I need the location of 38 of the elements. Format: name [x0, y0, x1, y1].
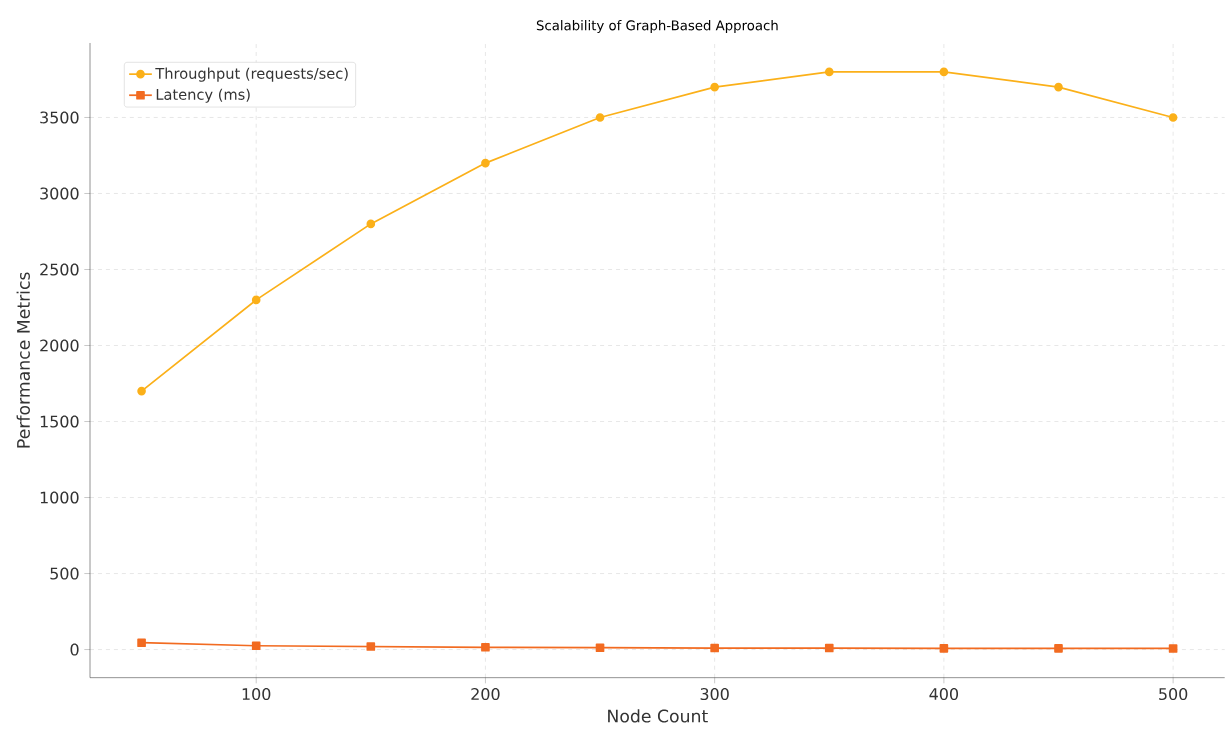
- legend-label: Throughput (requests/sec): [155, 67, 348, 82]
- x-tick-label: 200: [471, 688, 500, 701]
- y-tick-label: 0: [70, 643, 79, 656]
- point: [939, 67, 949, 77]
- legend-label: Latency (ms): [156, 88, 250, 103]
- x-axis-title: Node Count: [608, 709, 708, 723]
- point: [1168, 644, 1178, 653]
- point: [939, 644, 949, 653]
- y-tick-label: 3500: [40, 111, 79, 124]
- point: [710, 643, 719, 653]
- point: [595, 643, 605, 653]
- chart-title: Scalability of Graph-Based Approach: [536, 20, 778, 33]
- point: [1054, 82, 1063, 92]
- x-tick-label: 100: [242, 688, 271, 701]
- y-tick-label: 1000: [40, 491, 79, 504]
- y-tick-label: 3000: [40, 187, 79, 200]
- point: [481, 158, 490, 168]
- x-tick-label: 300: [700, 688, 729, 701]
- x-tick-label: 500: [1159, 688, 1188, 701]
- point: [251, 295, 261, 305]
- point: [595, 113, 605, 122]
- point: [1054, 644, 1063, 653]
- point: [824, 643, 834, 653]
- point: [366, 219, 376, 229]
- y-tick-label: 2000: [40, 339, 79, 352]
- point: [137, 386, 146, 396]
- y-tick-label: 1500: [40, 415, 79, 428]
- point: [137, 638, 146, 648]
- point: [366, 642, 376, 651]
- point: [481, 642, 490, 652]
- point: [251, 641, 261, 651]
- y-tick-label: 2500: [40, 263, 79, 276]
- y-axis-title: Performance Metrics: [16, 272, 30, 448]
- point: [1168, 113, 1178, 122]
- x-tick-label: 400: [929, 688, 959, 701]
- point: [824, 67, 834, 77]
- point: [710, 82, 719, 92]
- y-tick-label: 500: [50, 567, 79, 580]
